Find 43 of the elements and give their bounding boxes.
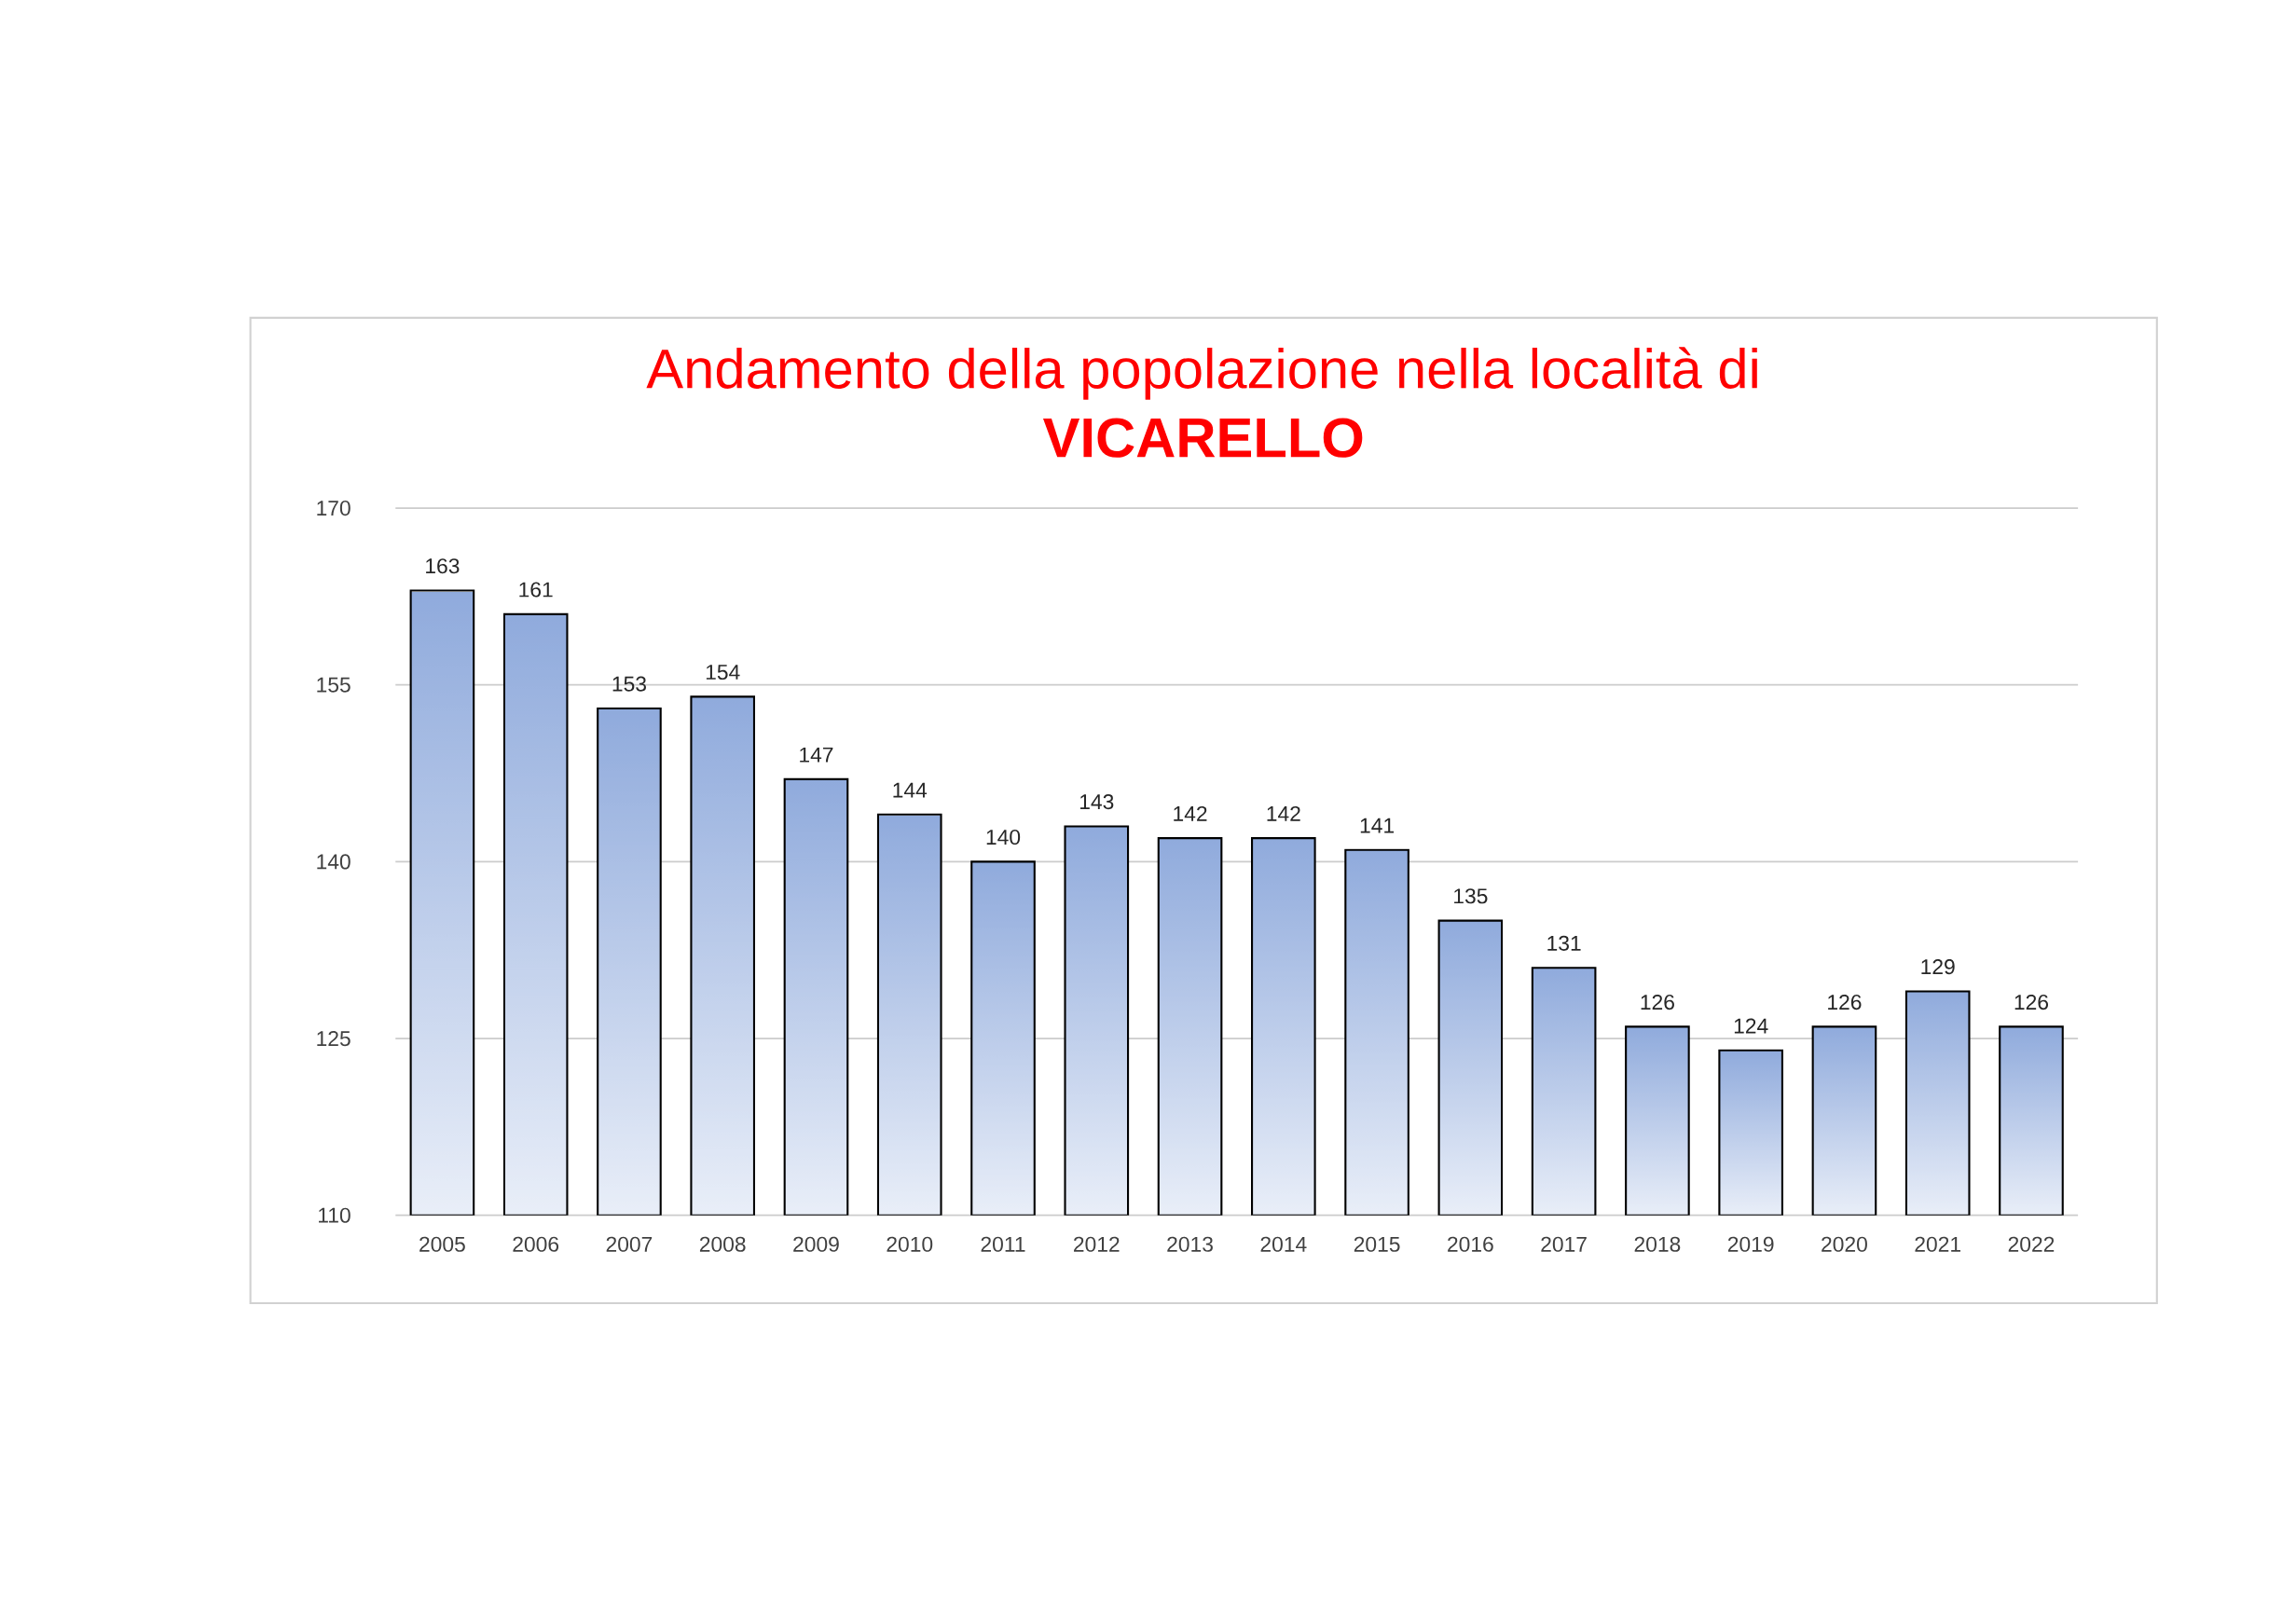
x-tick-label: 2017 — [1541, 1236, 1587, 1252]
data-label: 135 — [1454, 887, 1488, 904]
x-tick-label: 2013 — [1167, 1236, 1213, 1252]
y-tick-label: 125 — [317, 1030, 351, 1046]
x-tick-label: 2010 — [887, 1236, 933, 1252]
x-tick-label: 2014 — [1260, 1236, 1307, 1252]
data-label: 161 — [519, 582, 553, 598]
x-tick-label: 2008 — [699, 1236, 746, 1252]
data-label: 147 — [800, 747, 833, 763]
y-tick-label: 155 — [317, 677, 351, 693]
x-tick-label: 2005 — [419, 1236, 465, 1252]
data-label: 131 — [1547, 935, 1581, 951]
x-tick-label: 2021 — [1915, 1236, 1960, 1252]
data-label: 153 — [612, 676, 646, 692]
data-label: 144 — [893, 782, 928, 798]
data-label: 163 — [426, 557, 460, 574]
x-tick-label: 2007 — [606, 1236, 653, 1252]
x-tick-label: 2011 — [981, 1236, 1025, 1252]
chart-title: Andamento della popolazione nella località di — [646, 347, 1757, 400]
chart-subtitle: VICARELLO — [1042, 418, 1363, 458]
x-tick-label: 2009 — [793, 1236, 839, 1252]
y-tick-label: 170 — [317, 500, 351, 515]
y-tick-label: 140 — [317, 854, 351, 870]
data-label: 141 — [1360, 818, 1395, 833]
data-label: 154 — [706, 664, 740, 680]
data-label: 142 — [1174, 805, 1207, 821]
data-label: 126 — [1828, 994, 1862, 1010]
data-label: 143 — [1079, 793, 1114, 809]
data-label: 129 — [1921, 958, 1955, 974]
x-tick-label: 2020 — [1822, 1236, 1867, 1252]
x-tick-label: 2006 — [513, 1236, 559, 1252]
x-tick-label: 2015 — [1354, 1236, 1400, 1252]
data-label: 140 — [986, 829, 1021, 845]
x-tick-label: 2019 — [1727, 1236, 1774, 1252]
x-tick-label: 2012 — [1074, 1236, 1120, 1252]
data-label: 142 — [1267, 805, 1300, 821]
x-tick-label: 2018 — [1634, 1236, 1681, 1252]
x-tick-label: 2022 — [2008, 1236, 2055, 1252]
x-tick-label: 2016 — [1448, 1236, 1493, 1252]
data-label: 126 — [1641, 994, 1674, 1010]
y-tick-label: 110 — [319, 1207, 351, 1223]
data-label: 124 — [1734, 1018, 1768, 1034]
data-label: 126 — [2014, 994, 2049, 1010]
